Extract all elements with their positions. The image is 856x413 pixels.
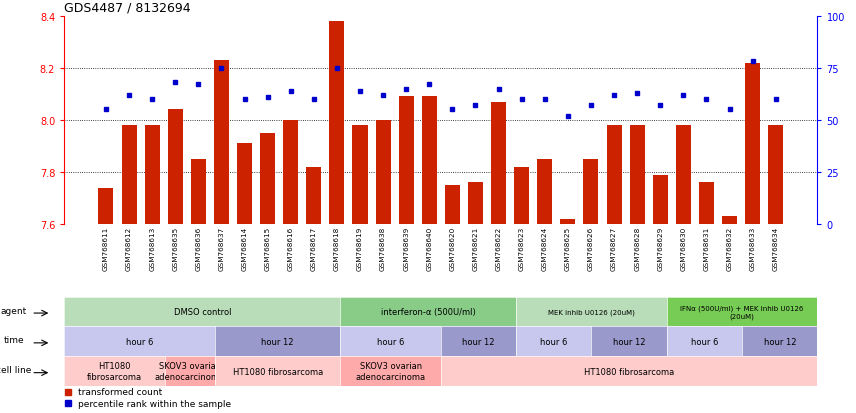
Bar [214, 61, 229, 225]
Text: HT1080 fibrosarcoma: HT1080 fibrosarcoma [233, 367, 323, 376]
Bar [722, 217, 737, 225]
Bar [699, 183, 714, 225]
Bar [306, 167, 321, 225]
Text: hour 6: hour 6 [377, 337, 404, 346]
Bar [514, 167, 529, 225]
Text: interferon-α (500U/ml): interferon-α (500U/ml) [381, 307, 476, 316]
Bar [353, 126, 367, 225]
Bar [768, 126, 783, 225]
Text: MEK inhib U0126 (20uM): MEK inhib U0126 (20uM) [548, 309, 635, 315]
Bar [676, 126, 691, 225]
Bar [191, 159, 205, 225]
Text: GDS4487 / 8132694: GDS4487 / 8132694 [64, 1, 191, 14]
Text: time: time [3, 336, 24, 344]
Bar [376, 121, 390, 225]
Text: HT1080 fibrosarcoma: HT1080 fibrosarcoma [584, 367, 675, 376]
Text: hour 12: hour 12 [613, 337, 645, 346]
Text: hour 12: hour 12 [764, 337, 796, 346]
Text: SKOV3 ovarian
adenocarcinoma: SKOV3 ovarian adenocarcinoma [155, 362, 225, 381]
Text: cell line: cell line [0, 366, 32, 374]
Text: hour 6: hour 6 [540, 337, 568, 346]
Bar [491, 102, 506, 225]
Bar [653, 175, 668, 225]
Text: agent: agent [1, 306, 27, 315]
Bar [330, 22, 344, 225]
Bar [745, 63, 760, 225]
Bar [168, 110, 182, 225]
Text: hour 6: hour 6 [126, 337, 153, 346]
Bar [538, 159, 552, 225]
Bar [607, 126, 621, 225]
Bar [422, 97, 437, 225]
Text: IFNα (500U/ml) + MEK inhib U0126
(20uM): IFNα (500U/ml) + MEK inhib U0126 (20uM) [681, 305, 804, 319]
Bar [260, 133, 275, 225]
Bar [237, 144, 252, 225]
Bar [122, 126, 137, 225]
Bar [283, 121, 298, 225]
Bar [145, 126, 160, 225]
Text: HT1080
fibrosarcoma: HT1080 fibrosarcoma [86, 362, 142, 381]
Text: DMSO control: DMSO control [174, 307, 231, 316]
Text: SKOV3 ovarian
adenocarcinoma: SKOV3 ovarian adenocarcinoma [355, 362, 425, 381]
Bar [561, 219, 575, 225]
Bar [399, 97, 413, 225]
Text: transformed count: transformed count [78, 387, 162, 396]
Bar [584, 159, 598, 225]
Text: hour 6: hour 6 [691, 337, 718, 346]
Bar [98, 188, 114, 225]
Bar [630, 126, 645, 225]
Bar [468, 183, 483, 225]
Bar [445, 185, 460, 225]
Text: percentile rank within the sample: percentile rank within the sample [78, 399, 231, 408]
Text: hour 12: hour 12 [261, 337, 294, 346]
Text: hour 12: hour 12 [462, 337, 495, 346]
